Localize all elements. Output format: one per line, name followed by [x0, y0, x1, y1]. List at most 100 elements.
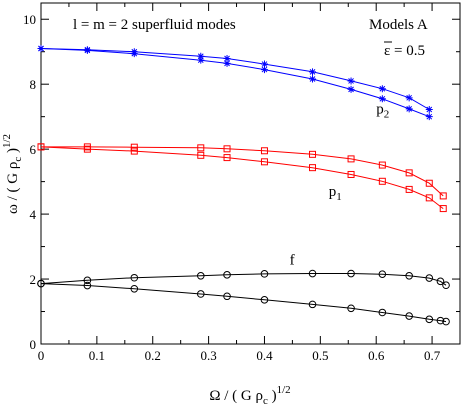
epsilon-label: ε = 0.5	[384, 43, 425, 59]
data-point	[223, 59, 231, 67]
data-point	[308, 300, 317, 309]
data-point	[436, 316, 445, 325]
data-point	[83, 281, 92, 290]
series-markers	[37, 44, 450, 326]
data-point	[223, 292, 231, 301]
data-point	[347, 85, 355, 93]
data-point	[197, 56, 205, 64]
x-tick-label: 0	[38, 348, 45, 363]
y-axis-label: ω / ( G ρc )1/2	[1, 134, 24, 214]
x-axis-label-main: Ω / ( G ρ	[209, 388, 263, 404]
x-axis-label-close: )	[268, 388, 277, 404]
model-label: Models A	[369, 17, 428, 33]
data-point	[378, 270, 387, 278]
y-tick-label: 6	[30, 142, 37, 157]
x-tick-label: 0.1	[89, 348, 105, 363]
data-point	[442, 281, 450, 290]
series-line-5	[40, 283, 447, 323]
data-point	[405, 94, 413, 102]
data-point	[309, 68, 317, 76]
data-point	[260, 147, 268, 155]
data-point	[405, 105, 413, 113]
mode-label: f	[290, 252, 295, 268]
data-point	[439, 205, 447, 213]
x-tick-label: 0.6	[368, 348, 385, 363]
data-point	[378, 161, 386, 169]
data-point	[439, 192, 447, 200]
data-point	[378, 85, 386, 93]
mode-labels: p2 p1 f	[290, 101, 390, 268]
mode-label: p1	[329, 184, 342, 203]
data-point	[260, 270, 269, 278]
y-axis-label-sub: c	[12, 157, 24, 162]
data-point	[260, 296, 269, 304]
y-axis-label-main: ω / ( G ρ	[5, 162, 21, 214]
data-point	[309, 164, 317, 172]
x-tick-label: 0.2	[145, 348, 161, 363]
data-point	[309, 75, 317, 83]
data-point	[347, 155, 355, 163]
data-point	[37, 279, 45, 288]
data-point	[83, 46, 91, 54]
data-point	[223, 55, 231, 63]
data-point	[425, 194, 433, 202]
y-tick-label: 0	[30, 337, 37, 352]
data-point	[130, 50, 138, 58]
data-point	[405, 169, 413, 177]
data-point	[425, 274, 434, 282]
data-point	[260, 60, 268, 68]
data-point	[378, 308, 387, 317]
x-axis-label-sup: 1/2	[277, 384, 291, 396]
data-point	[405, 185, 413, 193]
axis-ticks	[40, 3, 460, 345]
data-point	[260, 66, 268, 74]
y-tick-label: 10	[23, 12, 36, 27]
plot-frame	[40, 2, 461, 345]
data-point	[223, 271, 231, 279]
series-line-0	[40, 48, 430, 110]
y-tick-label: 8	[30, 77, 37, 92]
data-point	[425, 113, 433, 121]
data-point	[130, 143, 138, 151]
y-tick-label: 2	[30, 272, 37, 287]
data-point	[436, 277, 445, 286]
x-axis-label-sub: c	[263, 395, 268, 407]
data-point	[196, 290, 205, 298]
data-point	[130, 273, 139, 282]
series-lines	[40, 48, 447, 323]
data-point	[223, 154, 231, 162]
series-line-3	[40, 146, 444, 209]
data-point	[347, 269, 355, 278]
data-point	[425, 179, 433, 187]
data-point	[347, 170, 355, 178]
series-line-4	[40, 273, 447, 286]
x-tick-label: 0.4	[256, 348, 273, 363]
y-axis-label-sup: 1/2	[1, 134, 13, 148]
data-point	[378, 95, 386, 103]
data-point	[37, 44, 45, 52]
x-tick-label: 0.5	[312, 348, 328, 363]
data-point	[223, 145, 231, 153]
data-point	[347, 77, 355, 85]
data-point	[130, 147, 138, 155]
data-point	[37, 143, 45, 151]
data-point	[347, 304, 355, 313]
data-point	[197, 151, 205, 159]
x-tick-label: 0.3	[200, 348, 216, 363]
data-point	[196, 272, 205, 280]
series-line-2	[41, 146, 444, 197]
data-point	[130, 284, 139, 293]
data-point	[425, 315, 434, 324]
data-point	[405, 272, 413, 280]
data-point	[425, 106, 433, 114]
x-tick-label: 0.7	[424, 348, 441, 363]
axis-tick-labels: 0 0.1 0.2 0.3 0.4 0.5 0.6 0.7 0 2 4 6 8 10	[23, 12, 441, 363]
series-line-1	[40, 48, 430, 118]
data-point	[197, 144, 205, 152]
data-point	[83, 276, 92, 285]
x-axis-label: Ω / ( G ρc )1/2	[209, 384, 290, 407]
data-point	[308, 269, 317, 278]
y-axis-label-close: )	[5, 148, 21, 157]
data-point	[260, 158, 268, 166]
